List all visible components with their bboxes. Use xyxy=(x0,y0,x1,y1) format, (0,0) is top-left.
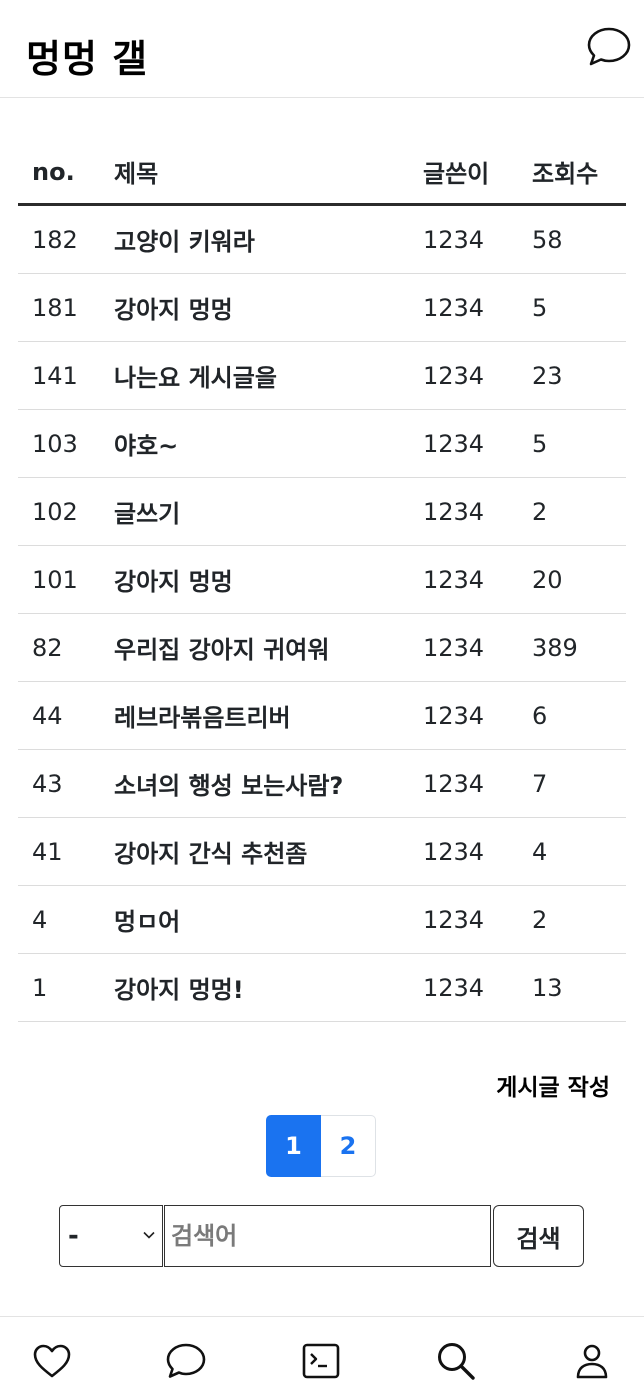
app-header: 멍멍 갤 xyxy=(0,0,644,98)
post-no: 43 xyxy=(32,769,63,798)
post-no: 182 xyxy=(32,225,78,254)
post-table: no. 제목 글쓴이 조회수 182 고양이 키워라 1234 58 181 강… xyxy=(18,140,626,1022)
table-row[interactable]: 44 레브라볶음트리버 1234 6 xyxy=(18,682,626,750)
chat-bubble-icon xyxy=(166,1343,206,1378)
post-title-link[interactable]: 강아지 멍멍 xyxy=(114,568,233,596)
post-title-link[interactable]: 강아지 멍멍 xyxy=(114,296,233,324)
post-author: 1234 xyxy=(423,973,485,1002)
column-header-author: 글쓴이 xyxy=(423,160,490,188)
table-row[interactable]: 41 강아지 간식 추천좀 1234 4 xyxy=(18,818,626,886)
table-row[interactable]: 103 야호~ 1234 5 xyxy=(18,410,626,478)
post-title-link[interactable]: 글쓰기 xyxy=(114,500,181,528)
column-header-title: 제목 xyxy=(114,160,159,188)
table-header: no. 제목 글쓴이 조회수 xyxy=(18,140,626,206)
post-title-link[interactable]: 레브라볶음트리버 xyxy=(114,704,291,732)
post-author: 1234 xyxy=(423,293,485,322)
post-no: 101 xyxy=(32,565,78,594)
nav-search[interactable] xyxy=(434,1339,478,1383)
post-no: 181 xyxy=(32,293,78,322)
heart-icon xyxy=(33,1344,71,1378)
post-title-link[interactable]: 야호~ xyxy=(114,432,179,460)
post-views: 7 xyxy=(532,769,548,798)
post-author: 1234 xyxy=(423,497,485,526)
bottom-nav xyxy=(0,1316,644,1398)
post-views: 5 xyxy=(532,293,548,322)
post-views: 2 xyxy=(532,497,548,526)
post-no: 44 xyxy=(32,701,63,730)
post-no: 4 xyxy=(32,905,48,934)
table-row[interactable]: 4 멍ㅁ어 1234 2 xyxy=(18,886,626,954)
post-author: 1234 xyxy=(423,225,485,254)
post-title-link[interactable]: 강아지 멍멍! xyxy=(114,976,244,1004)
page-button-1[interactable]: 1 xyxy=(266,1115,321,1177)
table-row[interactable]: 101 강아지 멍멍 1234 20 xyxy=(18,546,626,614)
table-row[interactable]: 181 강아지 멍멍 1234 5 xyxy=(18,274,626,342)
post-views: 389 xyxy=(532,633,578,662)
post-views: 58 xyxy=(532,225,563,254)
table-row[interactable]: 102 글쓰기 1234 2 xyxy=(18,478,626,546)
post-no: 1 xyxy=(32,973,48,1002)
nav-chat[interactable] xyxy=(164,1339,208,1383)
post-no: 41 xyxy=(32,837,63,866)
post-author: 1234 xyxy=(423,429,485,458)
nav-terminal[interactable] xyxy=(299,1339,343,1383)
post-no: 102 xyxy=(32,497,78,526)
post-author: 1234 xyxy=(423,837,485,866)
page-title: 멍멍 갤 xyxy=(26,37,149,81)
post-no: 141 xyxy=(32,361,78,390)
post-no: 103 xyxy=(32,429,78,458)
table-row[interactable]: 43 소녀의 행성 보는사람? 1234 7 xyxy=(18,750,626,818)
post-no: 82 xyxy=(32,633,63,662)
chevron-down-icon xyxy=(143,1231,155,1239)
pagination: 1 2 xyxy=(266,1115,376,1177)
nav-heart[interactable] xyxy=(30,1339,74,1383)
search-button[interactable]: 검색 xyxy=(493,1205,584,1267)
post-title-link[interactable]: 멍ㅁ어 xyxy=(114,908,181,936)
post-title-link[interactable]: 우리집 강아지 귀여워 xyxy=(114,636,330,664)
post-author: 1234 xyxy=(423,701,485,730)
post-author: 1234 xyxy=(423,769,485,798)
post-author: 1234 xyxy=(423,361,485,390)
post-title-link[interactable]: 나는요 게시글을 xyxy=(114,364,277,392)
table-row[interactable]: 82 우리집 강아지 귀여워 1234 389 xyxy=(18,614,626,682)
chat-bubble-icon[interactable] xyxy=(586,26,632,68)
post-author: 1234 xyxy=(423,905,485,934)
post-author: 1234 xyxy=(423,565,485,594)
post-title-link[interactable]: 강아지 간식 추천좀 xyxy=(114,840,308,868)
search-icon xyxy=(438,1343,475,1380)
table-row[interactable]: 141 나는요 게시글을 1234 23 xyxy=(18,342,626,410)
user-icon xyxy=(576,1344,608,1379)
post-author: 1234 xyxy=(423,633,485,662)
post-views: 2 xyxy=(532,905,548,934)
write-post-button[interactable]: 게시글 작성 xyxy=(496,1075,610,1101)
post-views: 6 xyxy=(532,701,548,730)
post-title-link[interactable]: 고양이 키워라 xyxy=(114,228,255,256)
page-button-2[interactable]: 2 xyxy=(321,1115,376,1177)
table-row[interactable]: 182 고양이 키워라 1234 58 xyxy=(18,206,626,274)
post-views: 4 xyxy=(532,837,548,866)
search-type-select[interactable]: - xyxy=(59,1205,163,1267)
post-title-link[interactable]: 소녀의 행성 보는사람? xyxy=(114,772,344,800)
search-input[interactable] xyxy=(164,1205,491,1267)
post-views: 5 xyxy=(532,429,548,458)
nav-profile[interactable] xyxy=(570,1339,614,1383)
post-views: 20 xyxy=(532,565,563,594)
search-type-value: - xyxy=(68,1221,79,1251)
column-header-no: no. xyxy=(32,157,75,186)
column-header-views: 조회수 xyxy=(532,160,599,188)
table-row[interactable]: 1 강아지 멍멍! 1234 13 xyxy=(18,954,626,1022)
post-views: 23 xyxy=(532,361,563,390)
terminal-icon xyxy=(302,1343,340,1379)
post-views: 13 xyxy=(532,973,563,1002)
